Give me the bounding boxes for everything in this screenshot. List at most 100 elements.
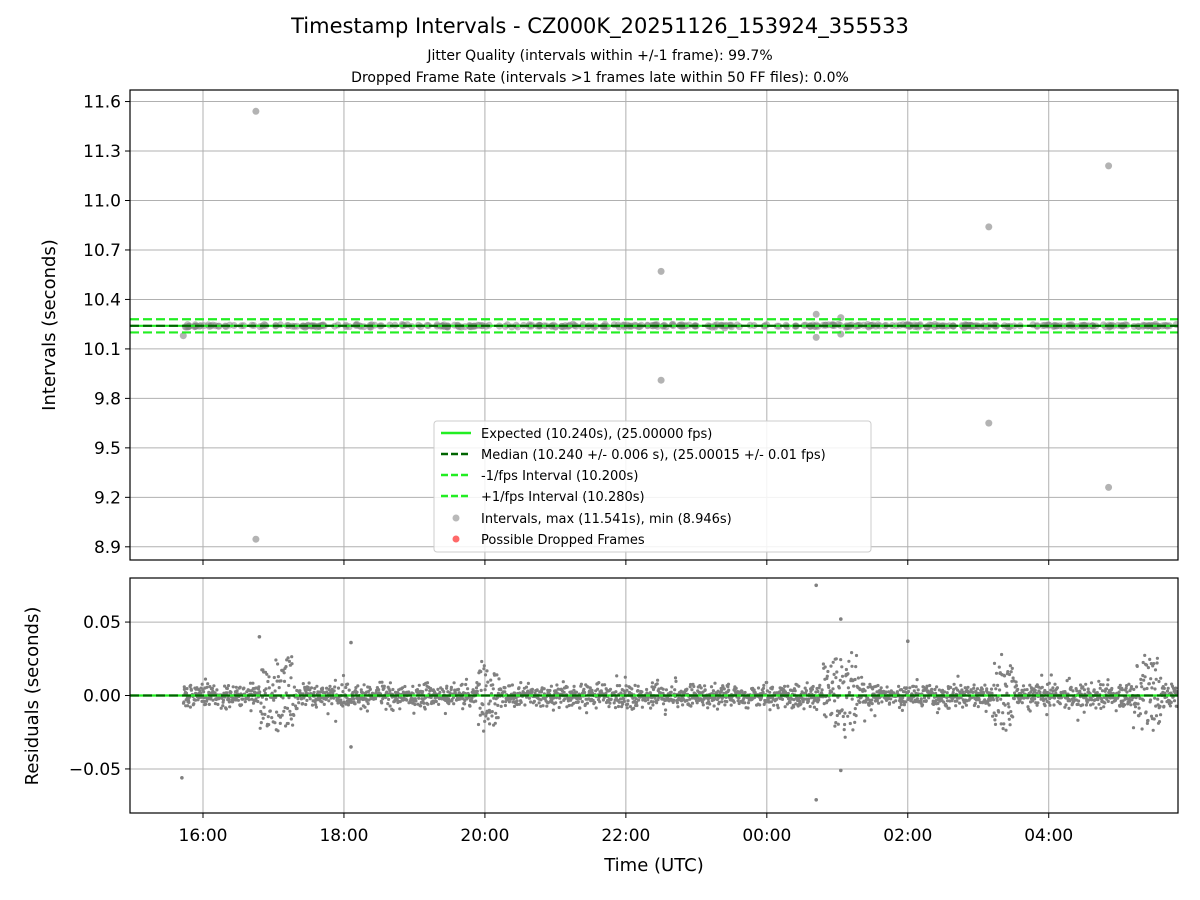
residual-point (565, 685, 569, 689)
x-tick-label: 18:00 (319, 826, 368, 846)
residual-point (286, 721, 290, 726)
residual-point (846, 714, 850, 718)
residual-point (519, 681, 523, 685)
residual-point (832, 672, 836, 677)
interval-point (1180, 324, 1187, 331)
residual-point (608, 687, 613, 691)
residual-point (1009, 710, 1013, 714)
residual-point (992, 661, 997, 666)
residual-point (743, 690, 747, 695)
residual-point (991, 714, 995, 718)
residual-point (1104, 687, 1109, 691)
residual-point (669, 690, 673, 694)
residual-point (242, 686, 246, 690)
residual-point (637, 698, 641, 702)
residual-outlier-point (814, 798, 818, 802)
residual-point (816, 689, 820, 694)
residual-point (1137, 706, 1141, 710)
residual-point (1150, 686, 1154, 690)
residual-point (352, 697, 356, 701)
residual-point (695, 701, 699, 705)
residual-point (1099, 683, 1103, 687)
interval-point (1106, 323, 1113, 331)
residual-point (603, 683, 607, 687)
residual-point (765, 680, 769, 685)
residual-point (384, 707, 388, 711)
residual-point (1028, 709, 1032, 713)
residual-point (937, 707, 941, 711)
residual-point (632, 706, 636, 711)
residual-point (850, 651, 854, 655)
residual-point (793, 689, 797, 693)
residual-point (361, 691, 365, 695)
residual-point (336, 686, 341, 690)
residual-point (853, 707, 857, 711)
residual-point (312, 690, 316, 694)
residual-outlier-point (180, 776, 184, 780)
residual-point (826, 669, 830, 674)
residual-point (585, 701, 590, 705)
residual-point (1153, 668, 1158, 672)
residual-point (848, 711, 852, 715)
residual-point (1082, 710, 1086, 714)
top-y-tick-label: 10.7 (83, 241, 121, 261)
residual-point (1145, 663, 1149, 667)
residual-point (202, 690, 206, 694)
residual-point (464, 677, 469, 681)
residual-point (607, 705, 611, 709)
residual-point (768, 690, 772, 694)
residual-point (207, 702, 211, 707)
interval-point (711, 323, 719, 331)
residual-point (187, 700, 191, 705)
residual-point (289, 717, 293, 721)
residual-point (508, 684, 512, 688)
residual-point (483, 688, 487, 692)
top-y-axis: 8.9 9.2 9.5 9.8 10.1 10.4 10.7 11.0 11.3 11.6 (83, 93, 1050, 565)
residual-point (227, 697, 231, 702)
residual-point (594, 706, 598, 710)
residual-point (559, 700, 563, 704)
residual-point (621, 702, 625, 706)
residual-point (854, 665, 858, 669)
residual-point (1008, 723, 1012, 727)
residual-point (277, 686, 281, 690)
residual-point (850, 697, 854, 701)
top-y-tick-label: 10.1 (83, 340, 121, 360)
residual-point (847, 690, 852, 695)
interval-outlier-point (179, 332, 187, 340)
residual-point (1063, 690, 1067, 694)
residual-point (263, 712, 267, 717)
residual-point (313, 700, 317, 704)
residual-point (1136, 702, 1140, 706)
residual-point (871, 687, 875, 691)
residual-point (947, 706, 951, 710)
residual-point (1052, 703, 1056, 707)
residual-point (292, 713, 296, 718)
legend-intervals-label: Intervals, max (11.541s), min (8.946s) (481, 512, 732, 527)
residual-point (919, 697, 923, 701)
residual-point (189, 683, 193, 687)
residual-point (282, 679, 287, 684)
residual-point (734, 686, 738, 691)
residual-point (534, 703, 539, 707)
residual-point (768, 708, 772, 712)
residual-point (815, 707, 819, 712)
residual-point (935, 711, 940, 715)
residual-point (479, 670, 483, 674)
residual-point (613, 706, 618, 710)
residual-point (483, 673, 488, 677)
residual-point (206, 682, 210, 686)
residual-point (1154, 677, 1158, 681)
residual-point (945, 691, 949, 695)
residual-point (486, 717, 490, 721)
residual-point (1166, 686, 1170, 690)
residual-point (1141, 698, 1145, 702)
x-tick-label: 02:00 (883, 826, 932, 846)
residual-point (192, 702, 196, 706)
residual-point (1007, 672, 1012, 677)
residual-point (189, 688, 193, 692)
residual-point (382, 684, 386, 688)
residual-point (226, 684, 231, 688)
residual-point (601, 698, 606, 702)
residual-point (818, 683, 822, 687)
